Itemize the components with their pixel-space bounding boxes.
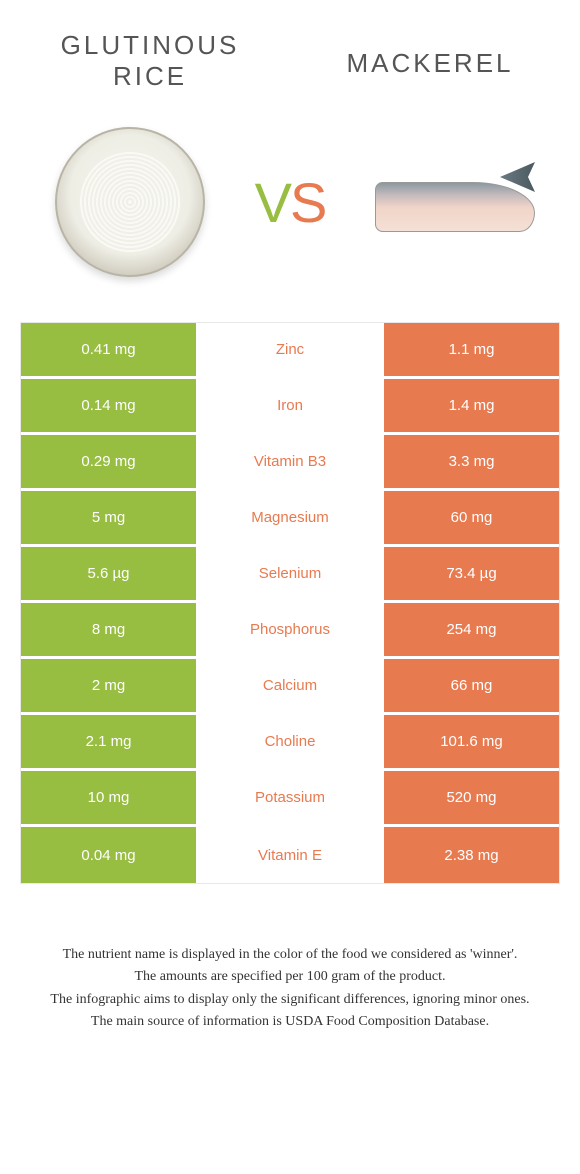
comparison-table: 0.41 mgZinc1.1 mg0.14 mgIron1.4 mg0.29 m… — [20, 322, 560, 884]
header: GLUTINOUS RICE MACKEREL — [20, 30, 560, 92]
table-row: 2.1 mgCholine101.6 mg — [21, 715, 559, 771]
right-value-cell: 254 mg — [381, 603, 559, 656]
right-value-cell: 60 mg — [381, 491, 559, 544]
table-row: 0.41 mgZinc1.1 mg — [21, 323, 559, 379]
left-value-cell: 5 mg — [21, 491, 199, 544]
table-row: 0.04 mgVitamin E2.38 mg — [21, 827, 559, 883]
title-line: RICE — [50, 61, 250, 92]
right-food-image — [370, 122, 530, 282]
footer-line: The infographic aims to display only the… — [40, 989, 540, 1011]
nutrient-name-cell: Selenium — [199, 547, 381, 600]
table-row: 0.14 mgIron1.4 mg — [21, 379, 559, 435]
table-row: 8 mgPhosphorus254 mg — [21, 603, 559, 659]
right-value-cell: 66 mg — [381, 659, 559, 712]
footer-notes: The nutrient name is displayed in the co… — [20, 944, 560, 1034]
nutrient-name-cell: Vitamin B3 — [199, 435, 381, 488]
left-value-cell: 8 mg — [21, 603, 199, 656]
right-value-cell: 1.4 mg — [381, 379, 559, 432]
nutrient-name-cell: Iron — [199, 379, 381, 432]
left-value-cell: 2.1 mg — [21, 715, 199, 768]
infographic-container: GLUTINOUS RICE MACKEREL VS 0.41 mgZinc1.… — [0, 0, 580, 1064]
table-row: 2 mgCalcium66 mg — [21, 659, 559, 715]
right-value-cell: 101.6 mg — [381, 715, 559, 768]
left-value-cell: 0.41 mg — [21, 323, 199, 376]
left-food-image — [50, 122, 210, 282]
left-value-cell: 2 mg — [21, 659, 199, 712]
table-row: 5.6 µgSelenium73.4 µg — [21, 547, 559, 603]
table-row: 10 mgPotassium520 mg — [21, 771, 559, 827]
left-value-cell: 0.29 mg — [21, 435, 199, 488]
left-value-cell: 0.04 mg — [21, 827, 199, 883]
right-value-cell: 520 mg — [381, 771, 559, 824]
vs-label: VS — [255, 170, 326, 235]
table-row: 5 mgMagnesium60 mg — [21, 491, 559, 547]
right-food-title: MACKEREL — [330, 48, 530, 79]
fish-icon — [370, 162, 530, 242]
title-line: MACKEREL — [330, 48, 530, 79]
right-value-cell: 3.3 mg — [381, 435, 559, 488]
footer-line: The main source of information is USDA F… — [40, 1011, 540, 1033]
nutrient-name-cell: Phosphorus — [199, 603, 381, 656]
left-value-cell: 5.6 µg — [21, 547, 199, 600]
footer-line: The nutrient name is displayed in the co… — [40, 944, 540, 966]
images-row: VS — [20, 122, 560, 282]
rice-bowl-icon — [55, 127, 205, 277]
nutrient-name-cell: Calcium — [199, 659, 381, 712]
title-line: GLUTINOUS — [50, 30, 250, 61]
vs-s-letter: S — [290, 171, 325, 234]
nutrient-name-cell: Vitamin E — [199, 827, 381, 883]
vs-v-letter: V — [255, 171, 290, 234]
table-row: 0.29 mgVitamin B33.3 mg — [21, 435, 559, 491]
left-value-cell: 0.14 mg — [21, 379, 199, 432]
nutrient-name-cell: Magnesium — [199, 491, 381, 544]
nutrient-name-cell: Choline — [199, 715, 381, 768]
left-food-title: GLUTINOUS RICE — [50, 30, 250, 92]
right-value-cell: 73.4 µg — [381, 547, 559, 600]
nutrient-name-cell: Zinc — [199, 323, 381, 376]
footer-line: The amounts are specified per 100 gram o… — [40, 966, 540, 988]
left-value-cell: 10 mg — [21, 771, 199, 824]
nutrient-name-cell: Potassium — [199, 771, 381, 824]
right-value-cell: 1.1 mg — [381, 323, 559, 376]
right-value-cell: 2.38 mg — [381, 827, 559, 883]
